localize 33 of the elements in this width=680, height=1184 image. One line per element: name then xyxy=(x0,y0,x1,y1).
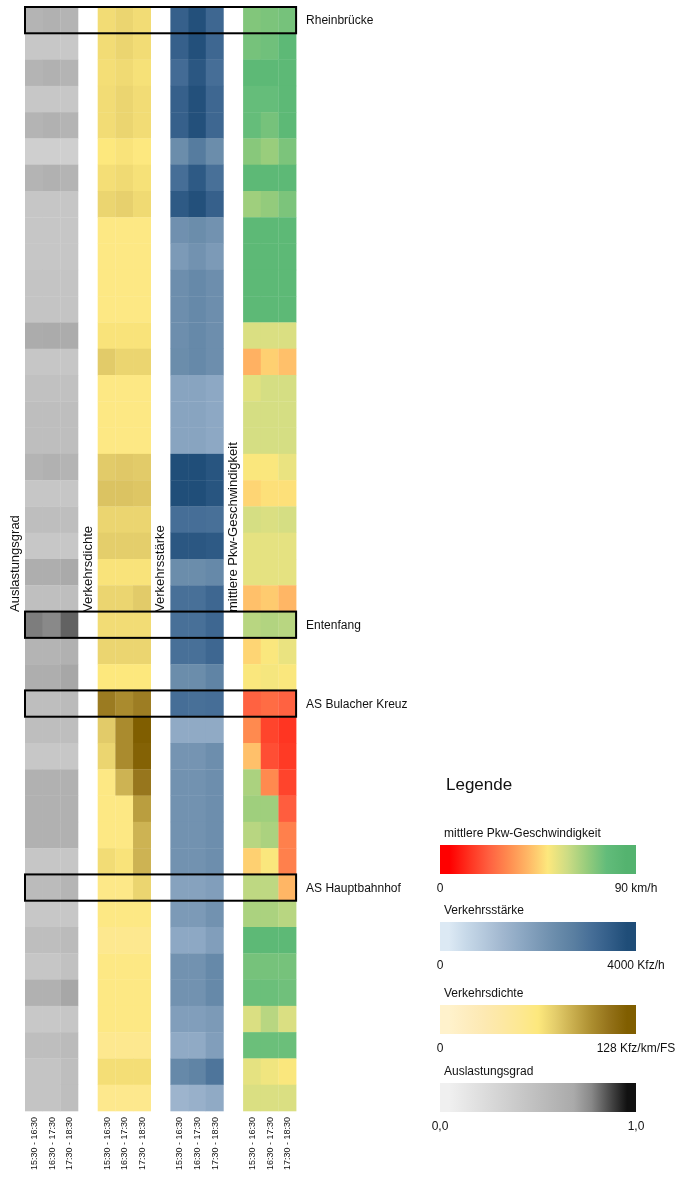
y2-tick-label: AS Hauptbahnhof xyxy=(306,880,402,895)
color-bar-label: 0 xyxy=(436,881,444,895)
x-tick-label: 17:30 - 18:30 xyxy=(64,1117,75,1171)
y-axis-title: Verkehrsdichte xyxy=(79,526,95,612)
y2-tick-label: Rheinbrücke xyxy=(306,13,374,28)
color-bar-title: Auslastungsgrad xyxy=(444,1064,534,1078)
x-tick-label: 16:30 - 17:30 xyxy=(119,1117,130,1171)
color-bar-label: 0 xyxy=(436,1041,444,1055)
color-bar-title: Verkehrsdichte xyxy=(444,986,524,1000)
x-tick-label: 15:30 - 16:30 xyxy=(101,1117,112,1171)
color-bar-label: 90 km/h xyxy=(614,881,658,895)
x-tick-label: 16:30 - 17:30 xyxy=(46,1117,57,1171)
color-bar-label: 4000 Kfz/h xyxy=(607,958,665,972)
color-bar-title: mittlere Pkw-Geschwindigkeit xyxy=(444,826,602,840)
color-bar-label: 1,0 xyxy=(627,1119,645,1133)
y2-tick-label: Entenfang xyxy=(306,617,361,632)
x-tick-label: 15:30 - 16:30 xyxy=(28,1117,39,1171)
y2-tick-label: AS Bulacher Kreuz xyxy=(306,696,408,711)
legend-title: Legende xyxy=(446,775,513,794)
x-tick-label: 17:30 - 18:30 xyxy=(282,1117,293,1171)
x-tick-label: 15:30 - 16:30 xyxy=(174,1117,185,1171)
x-tick-label: 17:30 - 18:30 xyxy=(136,1117,147,1171)
y-axis-title: mittlere Pkw-Geschwindigkeit xyxy=(225,441,241,612)
color-bar-label: 0,0 xyxy=(431,1119,449,1133)
x-tick-label: 17:30 - 18:30 xyxy=(209,1117,220,1171)
color-bar-label: 128 Kfz/km/FS xyxy=(596,1041,676,1055)
color-bar-title: Verkehrsstärke xyxy=(444,903,525,917)
x-tick-label: 15:30 - 16:30 xyxy=(246,1117,257,1171)
y-axis-title: Auslastungsgrad xyxy=(7,515,22,612)
color-bar-label: 0 xyxy=(436,958,444,972)
x-tick-label: 16:30 - 17:30 xyxy=(264,1117,275,1171)
x-tick-label: 16:30 - 17:30 xyxy=(191,1117,202,1171)
y-axis-title: Verkehrsstärke xyxy=(152,525,168,612)
